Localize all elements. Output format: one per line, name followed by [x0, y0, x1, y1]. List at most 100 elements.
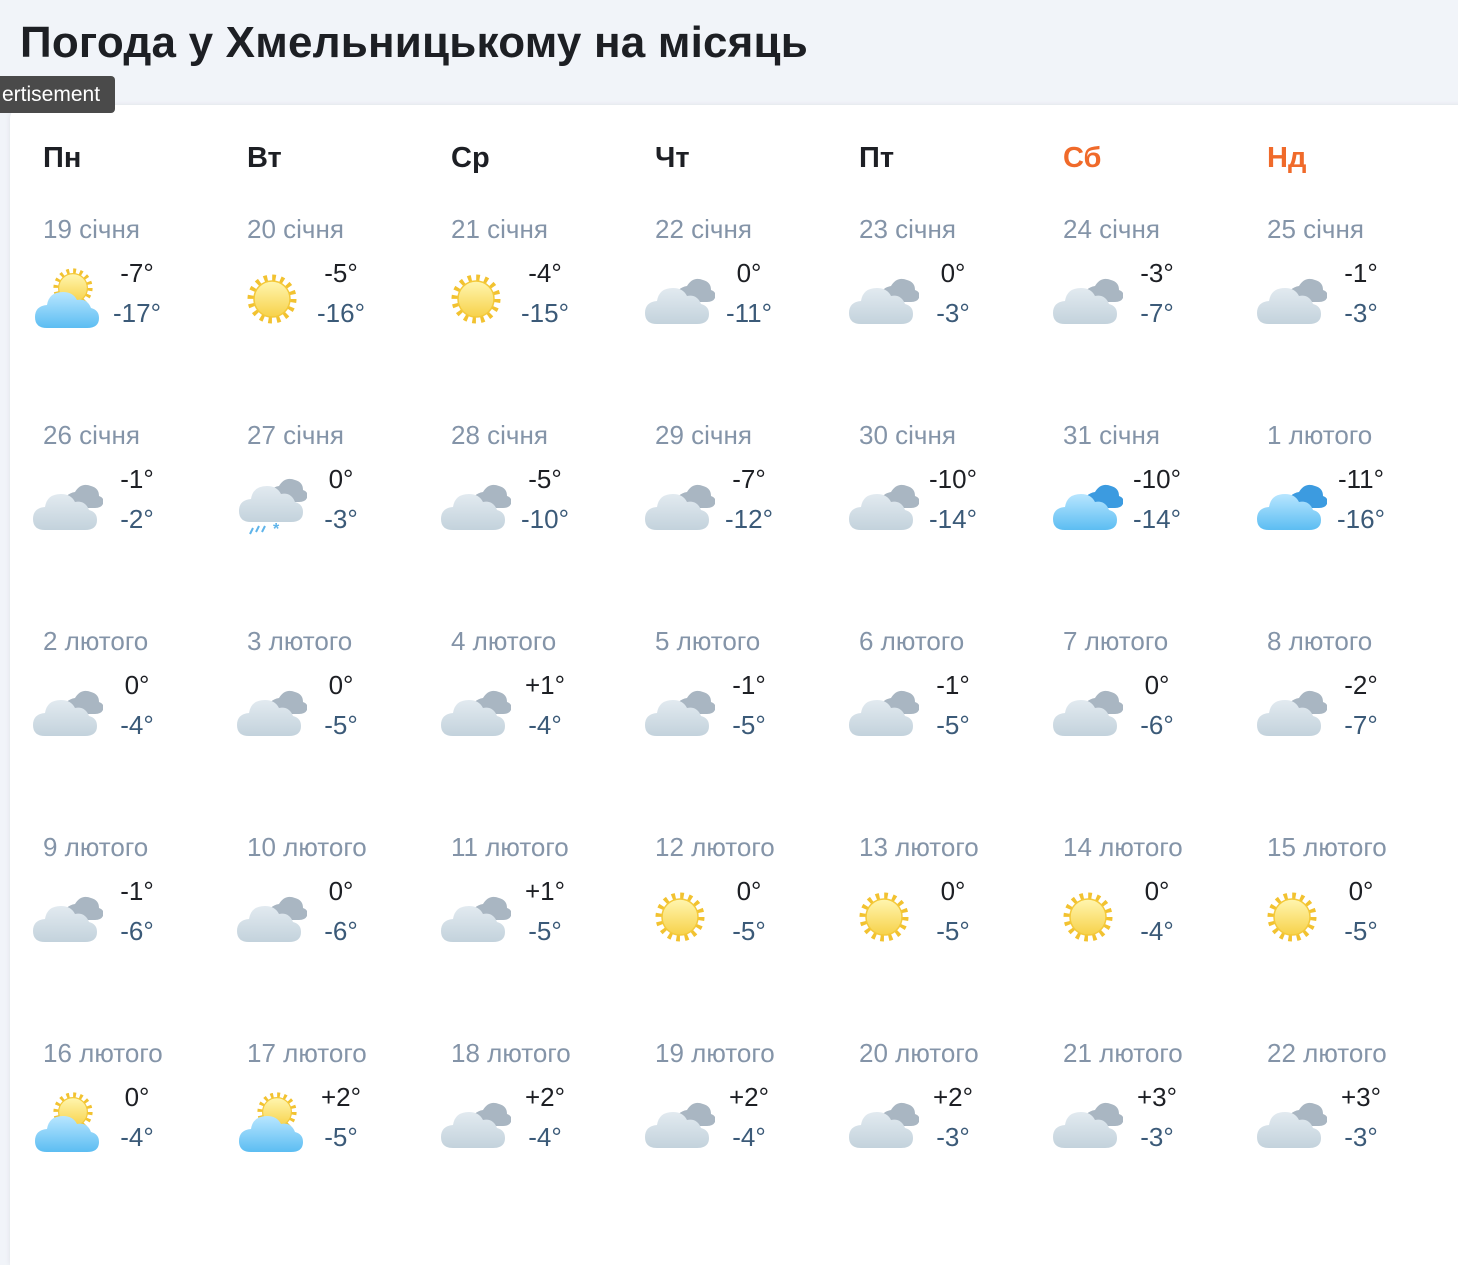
temp-high: 0°: [328, 670, 354, 700]
day-cell: 28 січня -5° -10°: [441, 420, 645, 626]
temp-low: -5°: [324, 710, 358, 740]
day-cell: 6 лютого -1° -5°: [849, 626, 1053, 832]
temp-high: -1°: [732, 670, 766, 700]
temp-low: -12°: [725, 504, 773, 534]
day-cell: 3 лютого 0° -5°: [237, 626, 441, 832]
day-date: 22 лютого: [1267, 1038, 1387, 1068]
day-cell: 5 лютого -1° -5°: [645, 626, 849, 832]
temp-high: -1°: [1344, 258, 1378, 288]
ad-label[interactable]: ertisement: [0, 76, 116, 113]
weekday-header: Пн: [43, 142, 82, 174]
temp-high: 0°: [940, 876, 966, 906]
day-cell: 8 лютого -2° -7°: [1257, 626, 1458, 832]
temp-low: -5°: [732, 710, 766, 740]
temp-low: -4°: [528, 710, 562, 740]
day-date: 9 лютого: [43, 832, 149, 862]
day-cell: 19 січня -7° -17°: [33, 214, 237, 420]
temp-low: -7°: [1140, 298, 1174, 328]
weather-icon: [645, 470, 715, 540]
weather-icon: [849, 1088, 919, 1158]
temp-low: -4°: [732, 1122, 766, 1152]
day-date: 15 лютого: [1267, 832, 1387, 862]
temp-low: -3°: [324, 504, 358, 534]
day-cell: 19 лютого +2° -4°: [645, 1038, 849, 1244]
day-date: 25 січня: [1267, 214, 1364, 244]
day-date: 26 січня: [43, 420, 140, 450]
weekday-header: Ср: [451, 142, 490, 174]
day-date: 14 лютого: [1063, 832, 1183, 862]
day-cell: 31 січня -10° -14°: [1053, 420, 1257, 626]
weather-icon: [849, 676, 919, 746]
day-date: 18 лютого: [451, 1038, 571, 1068]
temp-low: -5°: [324, 1122, 358, 1152]
temp-high: -1°: [120, 876, 154, 906]
weather-icon: [1257, 676, 1327, 746]
temp-low: -3°: [1344, 1122, 1378, 1152]
day-cell: 29 січня -7° -12°: [645, 420, 849, 626]
day-date: 12 лютого: [655, 832, 775, 862]
temp-low: -3°: [1140, 1122, 1174, 1152]
day-date: 30 січня: [859, 420, 956, 450]
day-date: 16 лютого: [43, 1038, 163, 1068]
weather-icon: [33, 264, 103, 334]
day-date: 5 лютого: [655, 626, 761, 656]
day-cell: 17 лютого +2° -5°: [237, 1038, 441, 1244]
weather-icon: [33, 470, 103, 540]
weather-icon: [33, 1088, 103, 1158]
temp-high: +2°: [320, 1082, 362, 1112]
temp-high: -3°: [1140, 258, 1174, 288]
weather-icon: [1053, 882, 1123, 952]
weather-icon: [1257, 882, 1327, 952]
temp-low: -5°: [936, 710, 970, 740]
day-cell: 14 лютого 0° -4°: [1053, 832, 1257, 1038]
temp-low: -10°: [521, 504, 569, 534]
day-date: 21 лютого: [1063, 1038, 1183, 1068]
weather-icon: [237, 676, 307, 746]
temp-low: -5°: [528, 916, 562, 946]
day-cell: 18 лютого +2° -4°: [441, 1038, 645, 1244]
day-date: 21 січня: [451, 214, 548, 244]
weather-icon: [1053, 676, 1123, 746]
temp-high: -1°: [936, 670, 970, 700]
weather-icon: [441, 470, 511, 540]
temp-low: -11°: [725, 298, 773, 328]
weather-icon: [237, 1088, 307, 1158]
day-date: 8 лютого: [1267, 626, 1373, 656]
day-date: 4 лютого: [451, 626, 557, 656]
temp-low: -16°: [1337, 504, 1385, 534]
temp-high: +2°: [932, 1082, 974, 1112]
day-cell: 21 лютого +3° -3°: [1053, 1038, 1257, 1244]
temp-low: -3°: [936, 298, 970, 328]
temp-low: -15°: [521, 298, 569, 328]
day-cell: 20 лютого +2° -3°: [849, 1038, 1053, 1244]
weather-icon: [645, 882, 715, 952]
day-date: 13 лютого: [859, 832, 979, 862]
day-cell: 21 січня -4° -15°: [441, 214, 645, 420]
weather-icon: [645, 264, 715, 334]
day-cell: 4 лютого +1° -4°: [441, 626, 645, 832]
weekday-header: Чт: [655, 142, 690, 174]
day-cell: 24 січня -3° -7°: [1053, 214, 1257, 420]
temp-low: -6°: [324, 916, 358, 946]
weather-icon: [237, 470, 307, 540]
weather-icon: [1257, 1088, 1327, 1158]
temp-low: -3°: [936, 1122, 970, 1152]
day-date: 23 січня: [859, 214, 956, 244]
temp-high: 0°: [124, 1082, 150, 1112]
day-cell: 11 лютого +1° -5°: [441, 832, 645, 1038]
temp-low: -6°: [120, 916, 154, 946]
day-date: 2 лютого: [43, 626, 149, 656]
temp-high: -7°: [120, 258, 154, 288]
temp-low: -5°: [1344, 916, 1378, 946]
temp-high: 0°: [1144, 876, 1170, 906]
temp-low: -14°: [1133, 504, 1181, 534]
weather-icon: [441, 1088, 511, 1158]
temp-high: -7°: [732, 464, 766, 494]
temp-low: -2°: [120, 504, 154, 534]
temp-high: -10°: [929, 464, 977, 494]
temp-low: -16°: [317, 298, 365, 328]
temp-high: -4°: [528, 258, 562, 288]
day-date: 22 січня: [655, 214, 752, 244]
